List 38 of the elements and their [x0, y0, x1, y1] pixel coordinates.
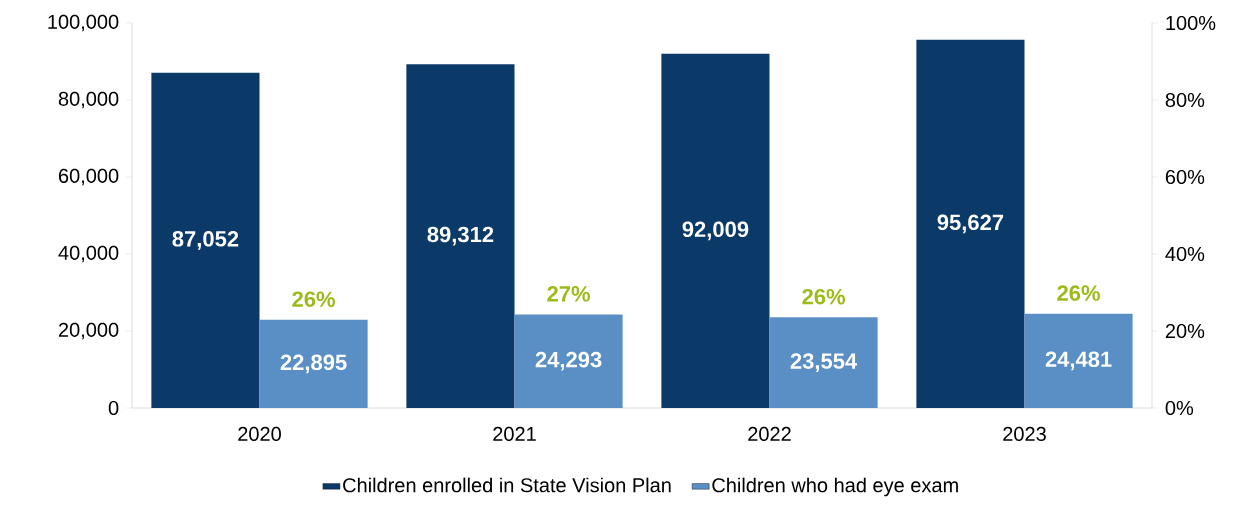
data-label: 24,293 [535, 351, 602, 371]
annotation: 26% [1057, 285, 1100, 301]
data-label: 87,052 [172, 231, 239, 250]
y2-tick-label: 0% [1165, 400, 1194, 416]
data-label: 22,895 [280, 354, 347, 374]
legend-label: Children enrolled in State Vision Plan [343, 477, 671, 493]
bar [769, 317, 878, 408]
annotation: 26% [802, 288, 845, 305]
y2-tick-label: 100% [1166, 15, 1216, 31]
y2-tick-label: 60% [1165, 169, 1205, 185]
legend-label: Children who had eye exam [712, 477, 958, 497]
y-tick-label: 20,000 [58, 322, 119, 340]
y-tick-label: 80,000 [58, 91, 119, 109]
y2-tick-label: 40% [1165, 246, 1205, 262]
y-tick-label: 100,000 [48, 14, 119, 32]
bar [151, 72, 260, 408]
y-tick-label: 40,000 [58, 245, 119, 263]
data-label: 89,312 [427, 226, 494, 246]
bar [514, 314, 623, 408]
y-tick-label: 60,000 [58, 168, 119, 186]
y-tick-label: 0 [108, 400, 119, 416]
annotation: 27% [547, 286, 590, 302]
bar [661, 53, 770, 408]
y2-tick-label: 20% [1165, 323, 1205, 339]
x-tick-label: 2023 [1003, 426, 1046, 442]
bar [406, 64, 515, 408]
data-label: 92,009 [682, 221, 749, 241]
bar [916, 39, 1025, 408]
data-label: 24,481 [1045, 351, 1112, 371]
data-label: 95,627 [937, 214, 1004, 234]
bar [1024, 313, 1133, 408]
x-tick-label: 2020 [238, 426, 281, 442]
x-tick-label: 2022 [748, 426, 791, 442]
y2-tick-label: 80% [1165, 92, 1205, 108]
data-label: 23,554 [790, 353, 858, 373]
annotation: 26% [292, 291, 335, 307]
x-tick-label: 2021 [493, 426, 536, 442]
bar [259, 319, 368, 408]
